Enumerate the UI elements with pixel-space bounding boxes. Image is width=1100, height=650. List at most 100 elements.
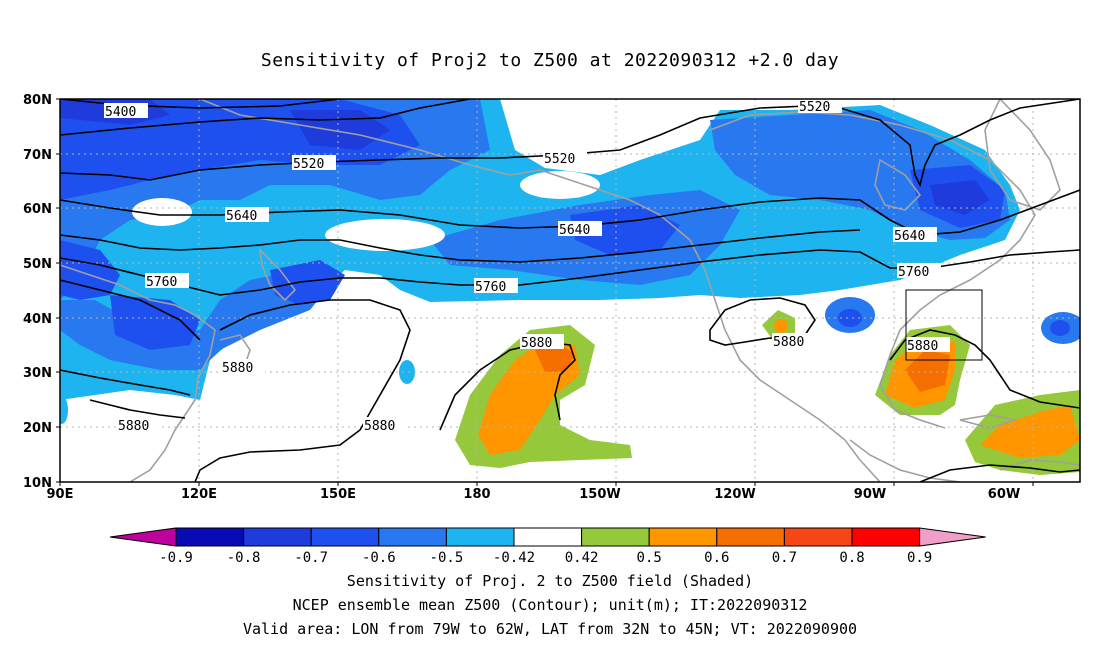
lon-label-120e: 120E bbox=[181, 487, 217, 502]
gap-white-3 bbox=[520, 171, 600, 199]
caption-line-3: Valid area: LON from 79W to 62W, LAT fro… bbox=[242, 620, 858, 638]
contour-5760-b bbox=[60, 279, 201, 341]
sensitivity-shading bbox=[60, 99, 1080, 475]
contour-label-5880-a: 5880 bbox=[222, 361, 253, 376]
contour-label-5880-e: 5880 bbox=[773, 335, 804, 350]
colorbar-label: 0.9 bbox=[907, 550, 932, 566]
contour-label-5760-c: 5760 bbox=[898, 265, 929, 280]
colorbar-label: -0.7 bbox=[294, 550, 328, 566]
shade-blue-core-9 bbox=[930, 180, 990, 215]
contour-label-5520-b: 5520 bbox=[544, 152, 575, 167]
colorbar-cell bbox=[513, 527, 583, 547]
contour-label-5880-d: 5880 bbox=[521, 336, 552, 351]
colorbar-cell bbox=[783, 527, 853, 547]
colorbar-cell bbox=[851, 527, 921, 547]
colorbar-cell bbox=[716, 527, 785, 547]
valid-area-box bbox=[905, 289, 983, 361]
caption-line-2: NCEP ensemble mean Z500 (Contour); unit(… bbox=[292, 596, 808, 614]
coastline-hudson bbox=[874, 158, 922, 211]
colorbar-label: 0.8 bbox=[839, 550, 864, 566]
coastline-cuba bbox=[959, 414, 1019, 429]
shade-blue-core-3 bbox=[110, 295, 200, 350]
contour-5520-b bbox=[60, 99, 1080, 188]
contour-label-5760-b: 5760 bbox=[475, 280, 506, 295]
colorbar-cell bbox=[175, 527, 245, 547]
lat-label-40n: 40N bbox=[23, 312, 52, 327]
colorbar: -0.9 -0.8 -0.7 -0.6 -0.5 -0.42 0.42 0.5 0.6 0.7 0.… bbox=[109, 527, 986, 566]
contour-5520-a bbox=[60, 99, 471, 136]
colorbar-label: 0.5 bbox=[637, 550, 662, 566]
contour-5880-west-pac bbox=[89, 399, 186, 419]
lat-label-80n: 80N bbox=[23, 93, 52, 108]
caption-line-1: Sensitivity of Proj. 2 to Z500 field (Sh… bbox=[346, 572, 754, 590]
colorbar-label: 0.6 bbox=[704, 550, 729, 566]
colorbar-label: -0.9 bbox=[159, 550, 193, 566]
shade-blue-blob-6 bbox=[60, 396, 68, 424]
coastline-kamchatka bbox=[258, 247, 297, 302]
colorbar-cell bbox=[581, 527, 650, 547]
colorbar-label: -0.5 bbox=[430, 550, 464, 566]
lon-label-90e: 90E bbox=[47, 487, 74, 502]
coastline-greenland bbox=[984, 99, 1061, 211]
contour-label-5880-c: 5880 bbox=[364, 419, 395, 434]
lat-label-30n: 30N bbox=[23, 366, 52, 381]
lon-label-120w: 120W bbox=[714, 487, 755, 502]
contour-labels: 5400 5520 5520 5520 5640 5640 5640 5760 … bbox=[104, 98, 950, 434]
lon-label-60w: 60W bbox=[988, 487, 1020, 502]
contour-label-5400: 5400 bbox=[105, 105, 136, 120]
contour-5880-asia bbox=[60, 369, 191, 396]
colorbar-cell-under bbox=[109, 527, 177, 547]
colorbar-cell bbox=[445, 527, 515, 547]
contour-label-5520-a: 5520 bbox=[293, 157, 324, 172]
contour-label-5760-a: 5760 bbox=[146, 275, 177, 290]
gap-white-1 bbox=[132, 198, 192, 226]
contour-label-5880-b: 5880 bbox=[118, 419, 149, 434]
colorbar-cell bbox=[378, 527, 447, 547]
contour-5400 bbox=[60, 99, 341, 109]
colorbar-label: 0.7 bbox=[772, 550, 797, 566]
shade-darkorange-pacific bbox=[535, 343, 575, 372]
shade-mid-blue-2 bbox=[60, 270, 330, 370]
lat-label-50n: 50N bbox=[23, 257, 52, 272]
contour-label-5640-c: 5640 bbox=[894, 229, 925, 244]
gap-white-2 bbox=[325, 219, 445, 251]
map-title: Sensitivity of Proj2 to Z500 at 20220903… bbox=[260, 50, 840, 71]
coastline-east-asia bbox=[60, 264, 216, 482]
lon-axis: 90E 120E 150E 180 150W 120W 90W 60W bbox=[47, 482, 1034, 502]
shade-orange-caribbean bbox=[980, 405, 1080, 458]
colorbar-cell-over bbox=[919, 527, 986, 547]
contour-label-5880-f: 5880 bbox=[907, 339, 938, 354]
lon-label-90w: 90W bbox=[854, 487, 886, 502]
lon-label-180: 180 bbox=[463, 487, 490, 502]
lat-label-20n: 20N bbox=[23, 421, 52, 436]
coastline-south-america bbox=[999, 459, 1080, 471]
colorbar-labels: -0.9 -0.8 -0.7 -0.6 -0.5 -0.42 0.42 0.5 0.6 0.7 0.… bbox=[159, 550, 932, 566]
contour-label-5520-c: 5520 bbox=[799, 100, 830, 115]
lon-label-150e: 150E bbox=[320, 487, 356, 502]
coastline-canada-arctic bbox=[709, 111, 1036, 429]
coastline-siberia bbox=[199, 99, 511, 176]
lat-label-10n: 10N bbox=[23, 476, 52, 491]
shade-blue-blob-5 bbox=[399, 360, 415, 384]
contour-5880-caribbean bbox=[919, 464, 1080, 482]
contour-5880-pac-high bbox=[194, 299, 411, 482]
lat-axis: 80N 70N 60N 50N 40N 30N 20N 10N bbox=[23, 93, 60, 491]
contour-label-5640-b: 5640 bbox=[559, 223, 590, 238]
colorbar-cell bbox=[310, 527, 380, 547]
shade-blue-core-4 bbox=[270, 260, 345, 305]
colorbar-cell bbox=[243, 527, 312, 547]
lon-label-150w: 150W bbox=[579, 487, 620, 502]
colorbar-label: -0.42 bbox=[493, 550, 535, 566]
coastline-mexico bbox=[849, 439, 961, 482]
colorbar-cell bbox=[648, 527, 718, 547]
colorbar-cells bbox=[109, 527, 986, 547]
shade-blue-core-2 bbox=[60, 240, 120, 300]
colorbar-label: -0.8 bbox=[227, 550, 261, 566]
lat-label-70n: 70N bbox=[23, 148, 52, 163]
shade-orange-central bbox=[774, 319, 788, 333]
plot-frame bbox=[59, 98, 1081, 483]
shade-blue-blob-2 bbox=[838, 309, 862, 327]
shade-blue-blob-4 bbox=[1050, 320, 1070, 336]
lat-label-60n: 60N bbox=[23, 202, 52, 217]
